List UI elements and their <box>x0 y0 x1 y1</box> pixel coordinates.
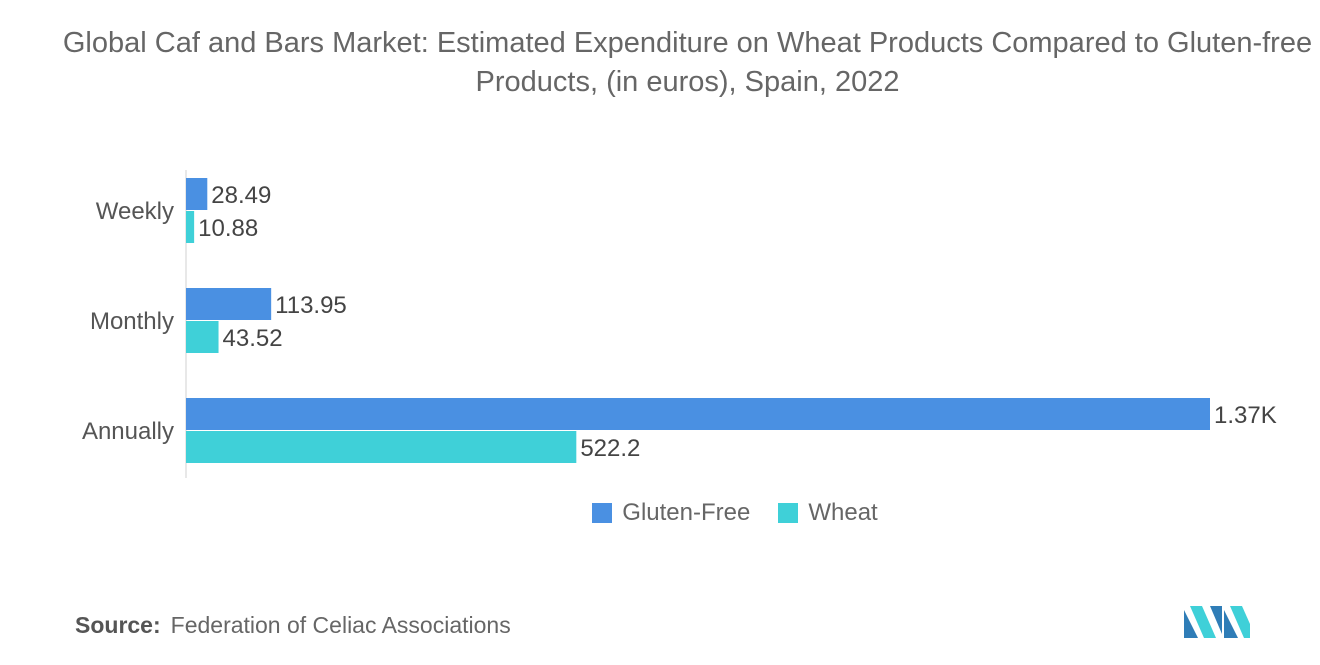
value-label-gluten-free-weekly: 28.49 <box>211 182 271 209</box>
brand-logo <box>1184 606 1250 638</box>
bar-gluten-free-annually[interactable] <box>186 398 1210 430</box>
bar-wheat-annually[interactable] <box>186 431 577 463</box>
value-label-gluten-free-monthly: 113.95 <box>275 292 347 319</box>
category-label-monthly: Monthly <box>90 308 174 335</box>
legend-label-gluten-free: Gluten-Free <box>622 499 751 526</box>
value-label-gluten-free-annually: 1.37K <box>1214 402 1277 429</box>
chart-title: Global Caf and Bars Market: Estimated Ex… <box>62 27 1313 98</box>
legend: Gluten-Free Wheat <box>0 499 1320 527</box>
category-label-weekly: Weekly <box>96 198 174 225</box>
value-label-wheat-monthly: 43.52 <box>223 325 283 352</box>
bar-gluten-free-monthly[interactable] <box>186 288 272 320</box>
value-label-wheat-annually: 522.2 <box>580 435 640 462</box>
bar-chart: Weekly 28.49 10.88 Monthly 113.95 43.52 Annual… <box>82 170 1277 478</box>
source-label: Source: <box>75 612 161 638</box>
value-label-wheat-weekly: 10.88 <box>198 215 258 242</box>
source-note: Source: Federation of Celiac Associations <box>75 612 511 639</box>
bar-wheat-monthly[interactable] <box>186 321 219 353</box>
bar-wheat-weekly[interactable] <box>186 211 195 243</box>
source-text: Federation of Celiac Associations <box>170 612 511 638</box>
legend-item-gluten-free[interactable]: Gluten-Free <box>592 499 750 527</box>
legend-item-wheat[interactable]: Wheat <box>778 499 878 527</box>
legend-swatch-wheat <box>778 503 799 523</box>
legend-label-wheat: Wheat <box>808 499 878 526</box>
bar-gluten-free-weekly[interactable] <box>186 178 208 210</box>
legend-swatch-gluten-free <box>592 503 613 523</box>
category-label-annually: Annually <box>82 418 174 445</box>
